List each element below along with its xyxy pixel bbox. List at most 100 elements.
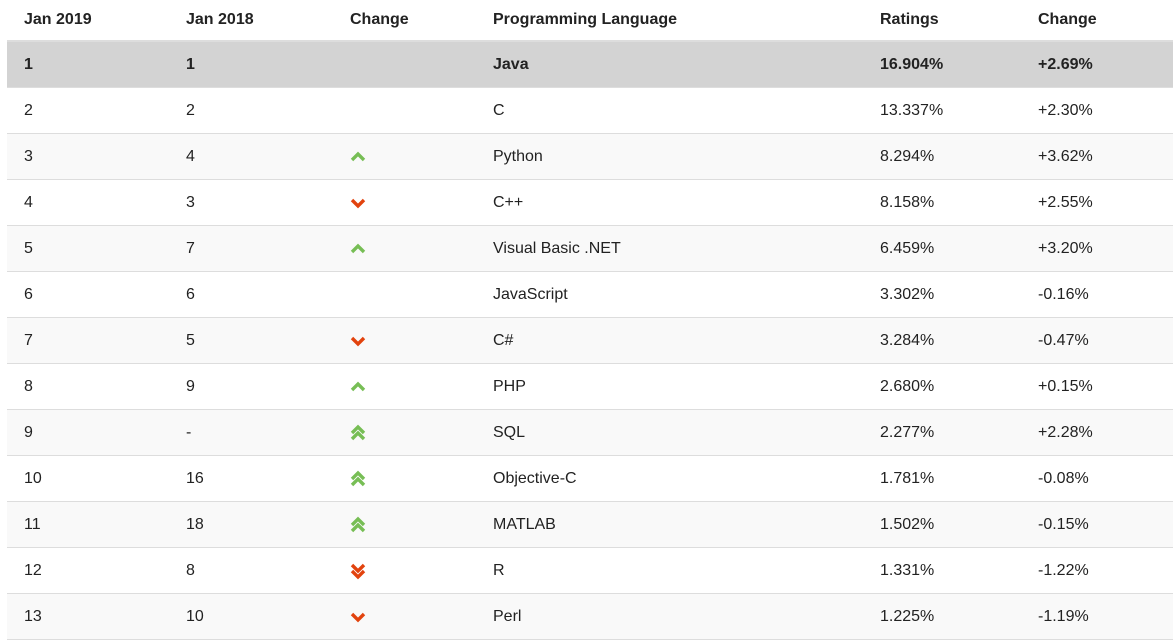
table-row: 4 3 C++ 8.158% +2.55% [7,179,1173,226]
language-cell: Python [476,133,863,180]
language-cell: Perl [476,593,863,640]
table-header: Jan 2019 Jan 2018 Change Programming Lan… [7,0,1173,42]
rank-2018-cell: 3 [169,179,333,226]
ratings-cell: 8.294% [863,133,1021,180]
rank-2018-cell: 5 [169,317,333,364]
ratings-cell: 2.277% [863,409,1021,456]
rank-2018-cell: - [169,409,333,456]
table-row: 13 10 Perl 1.225% -1.19% [7,593,1173,640]
ratings-cell: 2.680% [863,363,1021,410]
table-row: 10 16 Objective-C 1.781% -0.08% [7,455,1173,502]
ratings-change-cell: -1.22% [1021,547,1173,594]
rank-2018-cell: 4 [169,133,333,180]
ratings-cell: 3.302% [863,271,1021,318]
ratings-cell: 1.331% [863,547,1021,594]
ratings-cell: 6.459% [863,225,1021,272]
rank-2018-cell: 9 [169,363,333,410]
change-arrow-cell [333,133,476,180]
change-arrow-cell [333,225,476,272]
rank-2019-cell: 13 [7,593,169,640]
ratings-change-cell: +2.55% [1021,179,1173,226]
table-row: 3 4 Python 8.294% +3.62% [7,133,1173,180]
change-arrow-cell [333,271,476,318]
language-cell: C++ [476,179,863,226]
table-row: 6 6 JavaScript 3.302% -0.16% [7,271,1173,318]
ratings-cell: 1.502% [863,501,1021,548]
header-jan-2018: Jan 2018 [169,0,333,42]
ratings-change-cell: +2.28% [1021,409,1173,456]
ratings-cell: 1.781% [863,455,1021,502]
table-row: 12 8 R 1.331% -1.22% [7,547,1173,594]
header-row: Jan 2019 Jan 2018 Change Programming Lan… [7,0,1173,42]
rank-2019-cell: 3 [7,133,169,180]
ratings-cell: 16.904% [863,41,1021,88]
table-body: 1 1 Java 16.904% +2.69% 2 2 C 13.337% +2.30% 3 4 Pyt… [7,41,1173,640]
rank-2019-cell: 9 [7,409,169,456]
change-arrow-cell [333,547,476,594]
header-ratings: Ratings [863,0,1021,42]
table-row: 8 9 PHP 2.680% +0.15% [7,363,1173,410]
double-up-arrow-icon [350,424,366,440]
change-arrow-cell [333,455,476,502]
language-cell: R [476,547,863,594]
change-arrow-cell [333,363,476,410]
ratings-change-cell: +0.15% [1021,363,1173,410]
change-arrow-cell [333,501,476,548]
header-jan-2019: Jan 2019 [7,0,169,42]
rank-2019-cell: 1 [7,41,169,88]
rank-2018-cell: 16 [169,455,333,502]
double-up-arrow-icon [350,516,366,532]
language-cell: C# [476,317,863,364]
table-row: 11 18 MATLAB 1.502% -0.15% [7,501,1173,548]
rank-2018-cell: 6 [169,271,333,318]
change-arrow-cell [333,179,476,226]
down-arrow-icon [350,612,366,622]
header-change-position: Change [333,0,476,42]
ratings-cell: 8.158% [863,179,1021,226]
rank-2019-cell: 6 [7,271,169,318]
up-arrow-icon [350,243,366,253]
rank-2018-cell: 8 [169,547,333,594]
table-row: 5 7 Visual Basic .NET 6.459% +3.20% [7,225,1173,272]
rank-2018-cell: 2 [169,87,333,134]
rank-2019-cell: 5 [7,225,169,272]
table-row: 7 5 C# 3.284% -0.47% [7,317,1173,364]
up-arrow-icon [350,381,366,391]
header-ratings-change: Change [1021,0,1173,42]
header-programming-language: Programming Language [476,0,863,42]
down-arrow-icon [350,198,366,208]
ratings-change-cell: -1.19% [1021,593,1173,640]
double-down-arrow-icon [350,563,366,579]
rank-2018-cell: 18 [169,501,333,548]
ratings-change-cell: +2.69% [1021,41,1173,88]
ratings-cell: 3.284% [863,317,1021,364]
ratings-cell: 1.225% [863,593,1021,640]
change-arrow-cell [333,593,476,640]
rank-2018-cell: 10 [169,593,333,640]
change-arrow-cell [333,87,476,134]
rank-2018-cell: 1 [169,41,333,88]
ratings-change-cell: +3.62% [1021,133,1173,180]
rank-2019-cell: 2 [7,87,169,134]
ratings-change-cell: +2.30% [1021,87,1173,134]
language-cell: SQL [476,409,863,456]
change-arrow-cell [333,41,476,88]
up-arrow-icon [350,151,366,161]
rank-2019-cell: 8 [7,363,169,410]
language-cell: JavaScript [476,271,863,318]
language-cell: Visual Basic .NET [476,225,863,272]
change-arrow-cell [333,317,476,364]
down-arrow-icon [350,336,366,346]
rank-2019-cell: 12 [7,547,169,594]
language-cell: Java [476,41,863,88]
language-ranking-table: Jan 2019 Jan 2018 Change Programming Lan… [7,0,1173,640]
rank-2019-cell: 7 [7,317,169,364]
language-cell: MATLAB [476,501,863,548]
change-arrow-cell [333,409,476,456]
table-row: 2 2 C 13.337% +2.30% [7,87,1173,134]
rank-2019-cell: 11 [7,501,169,548]
ratings-change-cell: -0.47% [1021,317,1173,364]
ratings-cell: 13.337% [863,87,1021,134]
ratings-change-cell: +3.20% [1021,225,1173,272]
